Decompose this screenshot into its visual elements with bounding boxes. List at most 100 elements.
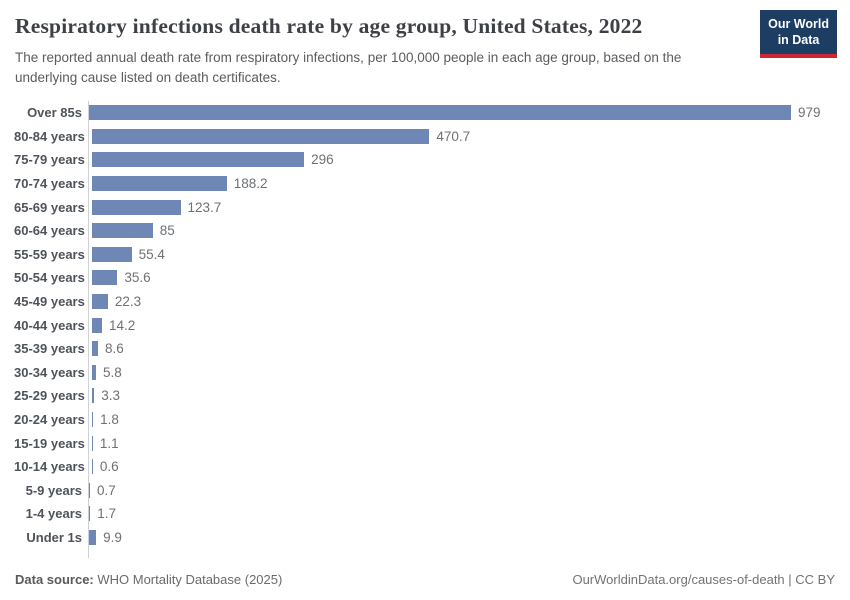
bar-row: 55-59 years 55.4: [14, 243, 836, 267]
owid-logo-line2: in Data: [777, 33, 820, 48]
bar-row: 40-44 years 14.2: [14, 313, 836, 337]
bar-row: 35-39 years 8.6: [14, 337, 836, 361]
bar[interactable]: [89, 482, 90, 498]
bar-track: 3.3: [91, 384, 836, 408]
bar-row: 80-84 years 470.7: [14, 125, 836, 149]
value-label: 35.6: [124, 270, 151, 286]
bar-row: 10-14 years 0.6: [14, 455, 836, 479]
value-label: 0.7: [97, 482, 116, 498]
value-label: 188.2: [233, 176, 268, 192]
value-label: 1.8: [100, 412, 119, 428]
bar-track: 1.8: [91, 408, 836, 432]
bar[interactable]: [91, 246, 132, 262]
bar-row: 70-74 years 188.2: [14, 172, 836, 196]
owid-logo-line1: Our World: [768, 17, 829, 31]
bar-row: 75-79 years 296: [14, 148, 836, 172]
value-label: 1.7: [97, 506, 116, 522]
bar[interactable]: [91, 152, 305, 168]
bar-row: 25-29 years 3.3: [14, 384, 836, 408]
category-label: Under 1s: [26, 529, 82, 545]
category-label: 80-84 years: [14, 128, 85, 144]
bar-row: 60-64 years 85: [14, 219, 836, 243]
bar[interactable]: [89, 506, 91, 522]
chart-header: Respiratory infections death rate by age…: [15, 14, 750, 89]
category-label: 1-4 years: [25, 506, 82, 522]
bar-track: 979: [88, 101, 836, 125]
bar-track: 55.4: [91, 243, 836, 267]
value-label: 55.4: [138, 246, 165, 262]
bar-track: 22.3: [91, 290, 836, 314]
value-label: 8.6: [105, 341, 124, 357]
bar-track: 296: [91, 148, 836, 172]
category-label: 45-49 years: [14, 294, 85, 310]
bar[interactable]: [91, 317, 103, 333]
bar[interactable]: [91, 341, 98, 357]
bar-track: 123.7: [91, 195, 836, 219]
bar-row: 30-34 years 5.8: [14, 361, 836, 385]
bar[interactable]: [89, 529, 97, 545]
category-label: 75-79 years: [14, 152, 85, 168]
bar[interactable]: [91, 412, 94, 428]
bar-track: 1.7: [88, 502, 836, 526]
bar-row: 50-54 years 35.6: [14, 266, 836, 290]
category-label: 50-54 years: [14, 270, 85, 286]
value-label: 85: [159, 223, 175, 239]
bar[interactable]: [91, 435, 93, 451]
bar-track: 1.1: [91, 431, 836, 455]
value-label: 14.2: [109, 317, 136, 333]
category-label: 35-39 years: [14, 341, 85, 357]
bar-track: 14.2: [91, 313, 836, 337]
bar-row: Over 85s 979: [14, 101, 836, 125]
chart-subtitle: The reported annual death rate from resp…: [15, 50, 682, 86]
value-label: 1.1: [99, 435, 119, 451]
category-label: 15-19 years: [14, 435, 85, 451]
bar-track: 9.9: [88, 526, 836, 550]
bar[interactable]: [91, 128, 430, 144]
owid-logo[interactable]: Our World in Data: [760, 10, 837, 58]
category-label: Over 85s: [27, 105, 82, 121]
category-label: 60-64 years: [14, 223, 85, 239]
chart-footer: Data source: WHO Mortality Database (202…: [15, 572, 835, 587]
category-label: 65-69 years: [14, 199, 85, 215]
value-label: 123.7: [187, 199, 222, 215]
y-axis-line: [88, 101, 89, 558]
category-label: 5-9 years: [25, 482, 82, 498]
value-label: 9.9: [103, 529, 122, 545]
bar[interactable]: [91, 223, 153, 239]
bar[interactable]: [91, 459, 93, 475]
bar-track: 5.8: [91, 361, 836, 385]
category-label: 20-24 years: [14, 412, 85, 428]
attribution-link[interactable]: OurWorldinData.org/causes-of-death | CC …: [572, 572, 835, 587]
bar-track: 0.7: [88, 479, 836, 503]
value-label: 5.8: [103, 364, 122, 380]
bar-track: 470.7: [91, 125, 836, 149]
bar-row: 45-49 years 22.3: [14, 290, 836, 314]
value-label: 979: [798, 105, 821, 121]
bar-track: 8.6: [91, 337, 836, 361]
value-label: 470.7: [436, 128, 471, 144]
bar-row: 20-24 years 1.8: [14, 408, 836, 432]
bar-row: 65-69 years 123.7: [14, 195, 836, 219]
bar[interactable]: [91, 270, 118, 286]
bar[interactable]: [91, 199, 181, 215]
bar-row: 5-9 years 0.7: [14, 479, 836, 503]
bar-track: 35.6: [91, 266, 836, 290]
category-label: 30-34 years: [14, 364, 85, 380]
bar-chart: Over 85s 979 80-84 years 470.7 75-79 years 29…: [14, 101, 836, 549]
value-label: 296: [311, 152, 334, 168]
bar[interactable]: [91, 294, 108, 310]
bar-row: Under 1s 9.9: [14, 526, 836, 550]
bar[interactable]: [91, 176, 227, 192]
bar[interactable]: [91, 388, 95, 404]
bar[interactable]: [91, 364, 96, 380]
value-label: 0.6: [99, 459, 119, 475]
category-label: 70-74 years: [14, 176, 85, 192]
bar-track: 0.6: [91, 455, 836, 479]
bar-row: 15-19 years 1.1: [14, 431, 836, 455]
category-label: 55-59 years: [14, 246, 85, 262]
value-label: 22.3: [114, 294, 142, 310]
bar[interactable]: [89, 105, 791, 121]
bar-track: 188.2: [91, 172, 836, 196]
bar-row: 1-4 years 1.7: [14, 502, 836, 526]
data-source-text: WHO Mortality Database (2025): [93, 572, 283, 587]
